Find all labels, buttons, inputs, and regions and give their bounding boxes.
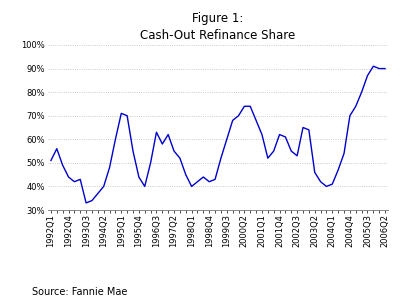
Title: Figure 1:
Cash-Out Refinance Share: Figure 1: Cash-Out Refinance Share <box>140 12 296 42</box>
Text: Source: Fannie Mae: Source: Fannie Mae <box>32 287 127 297</box>
